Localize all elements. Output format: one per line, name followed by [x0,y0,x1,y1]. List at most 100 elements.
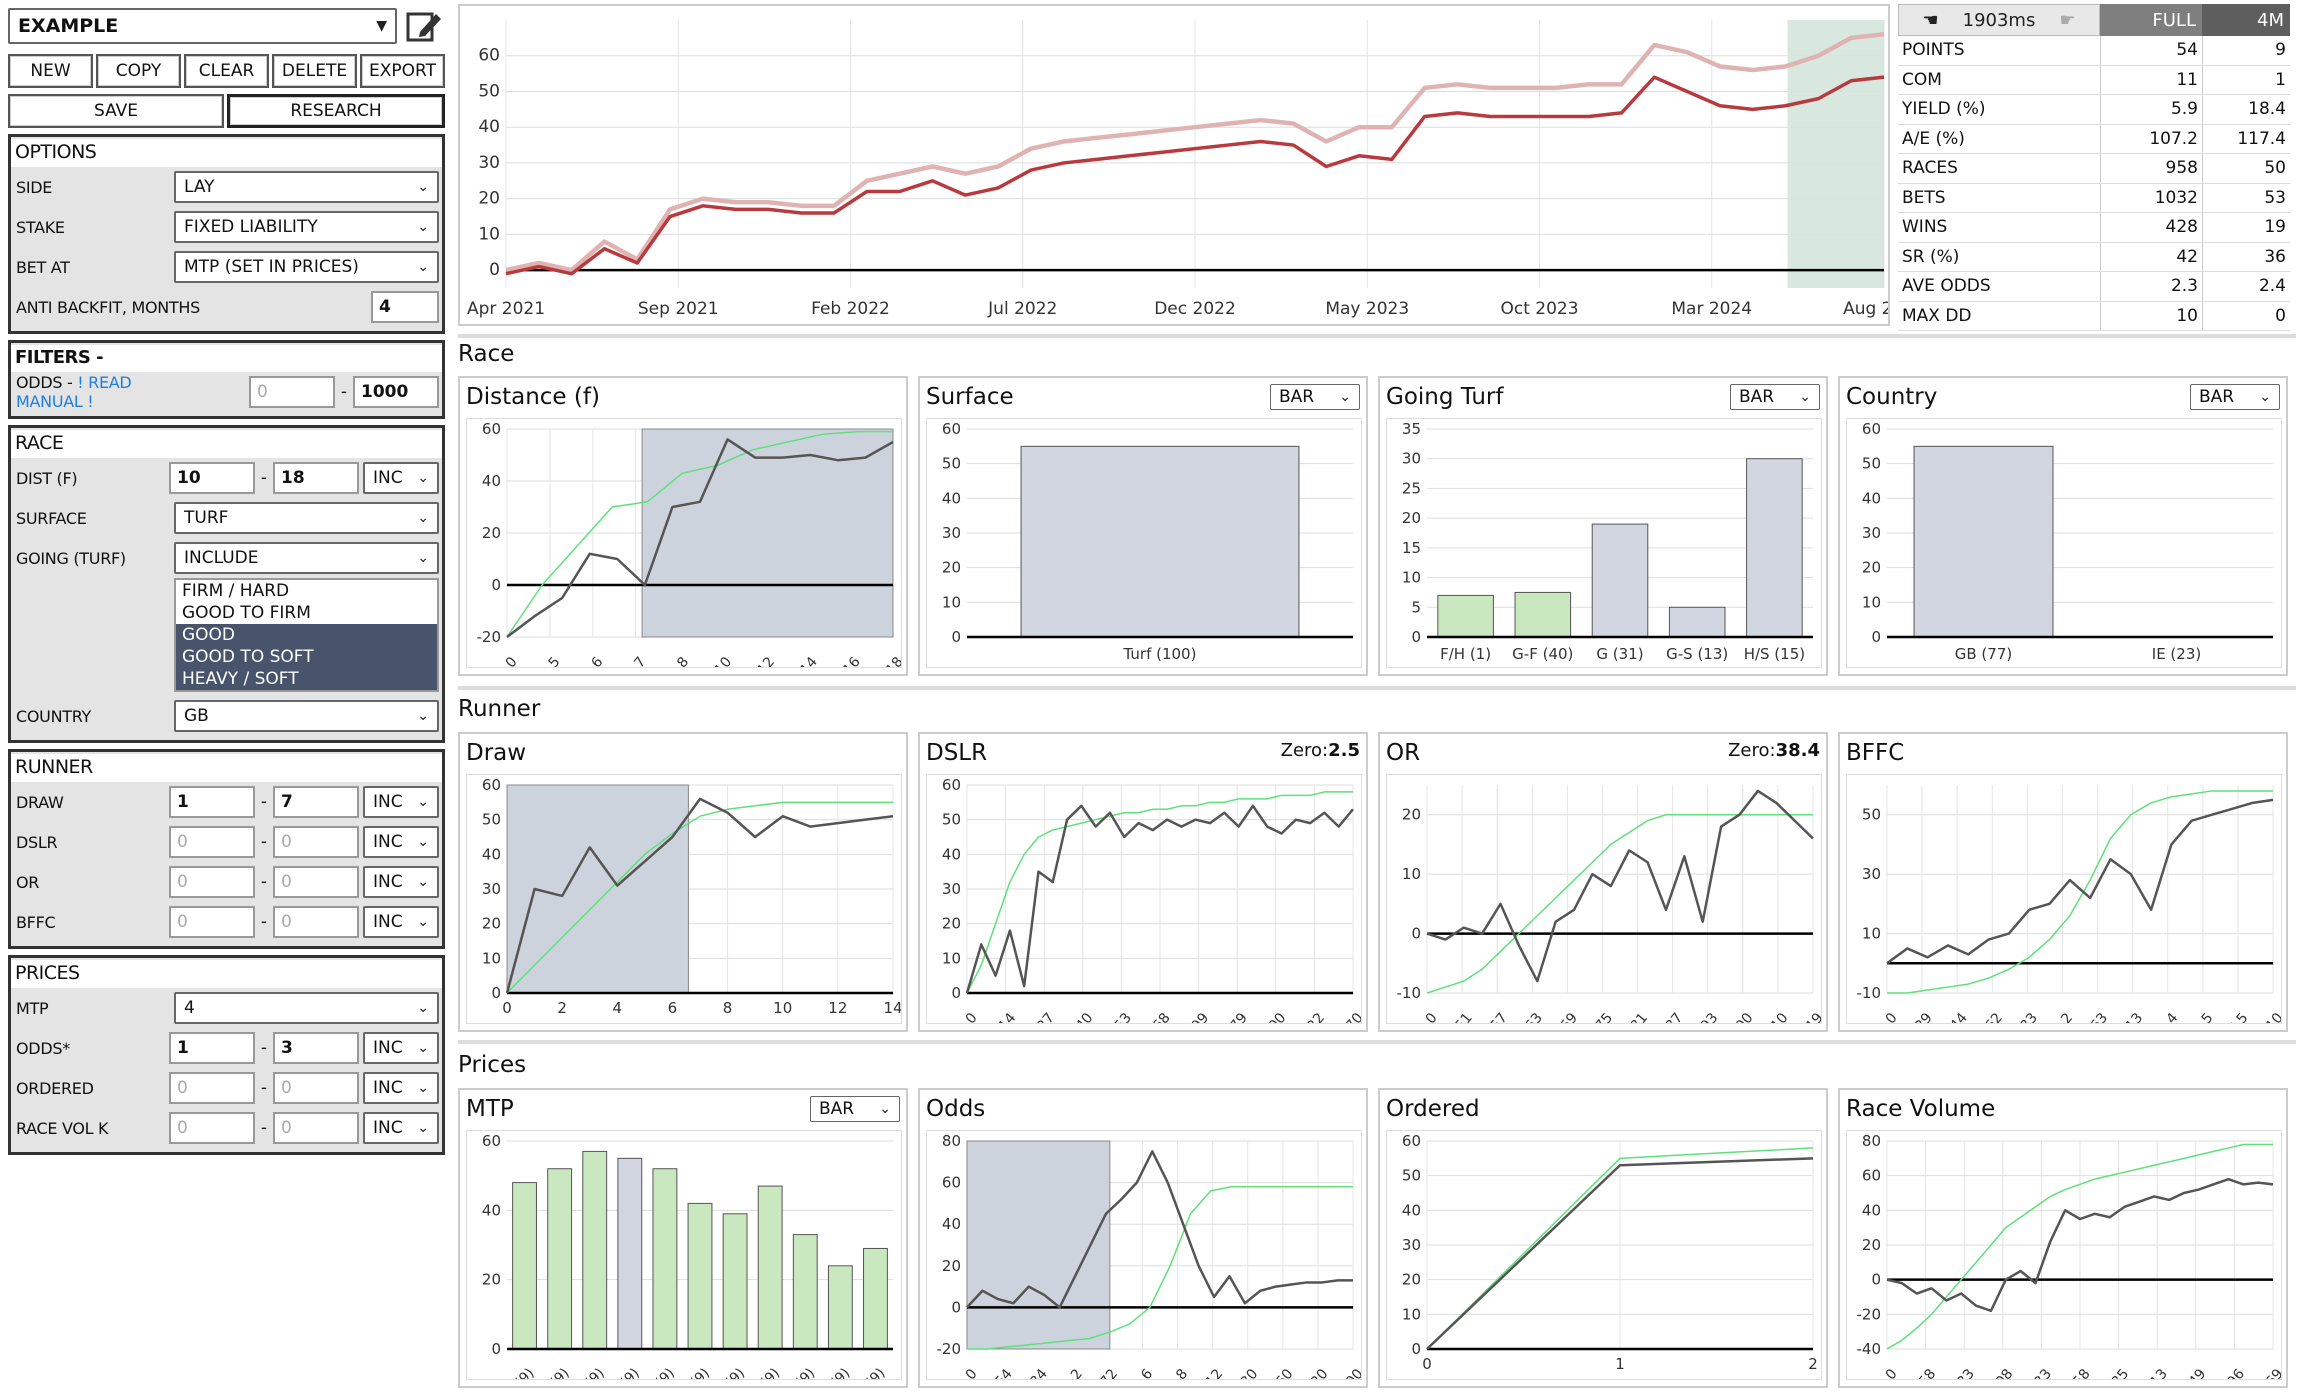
or-max-input[interactable]: 0 [273,866,359,898]
clear-button[interactable]: CLEAR [184,54,269,88]
racevol-panel: Race Volume -40 -20 0 20 40 60 80 0 58 83 108 133 158… [1838,1088,2288,1396]
mtp-chart-type-select[interactable]: BAR ⌄ [810,1096,900,1122]
x-tick-label: 4 [2163,1010,2181,1023]
bffc-max-input[interactable]: 0 [273,906,359,938]
pointer-icon[interactable]: ☚ [1922,9,1939,31]
going-option[interactable]: GOOD TO SOFT [176,646,437,668]
chart-type-value: BAR [1279,387,1315,407]
going-option[interactable]: GOOD TO FIRM [182,603,311,623]
panel-title: BFFC [1846,740,1905,766]
series-line [1887,790,2273,994]
y-tick-label: 30 [1862,524,1881,542]
odds-filter-text: ODDS - [16,373,73,392]
draw-min-input[interactable]: 1 [169,786,255,818]
betat-select[interactable]: MTP (SET IN PRICES) ⌄ [174,251,439,283]
country-select[interactable]: GB ⌄ [174,700,439,732]
antibackfit-input[interactable]: 4 [371,291,439,323]
stat-4m: 19 [2202,213,2290,242]
going-chart-type-select[interactable]: BAR ⌄ [1730,384,1820,410]
y-tick-label: 40 [942,489,961,507]
mtp-svg: 0 20 40 60 1 (9)2 (9)3 (9)4 (9)5 (9)10 (9)15… [482,1132,893,1396]
new-button[interactable]: NEW [8,54,93,88]
ordered-mode-select[interactable]: INC ⌄ [363,1072,439,1104]
bffc-min-input[interactable]: 0 [169,906,255,938]
odds-mode-select[interactable]: INC ⌄ [363,1032,439,1064]
dslr-min-input[interactable]: 0 [169,826,255,858]
ordered-min-input[interactable]: 0 [169,1072,255,1104]
going-option[interactable]: HEAVY / SOFT [176,668,437,690]
research-button[interactable]: RESEARCH [227,94,445,128]
x-tick-label: 75 [1592,1010,1616,1023]
dist-mode-select[interactable]: INC ⌄ [363,462,439,494]
stats-col-4m[interactable]: 4M [2202,4,2290,36]
panel-title: Race Volume [1846,1096,1996,1122]
x-tick-label: 1.62 [1974,1010,2006,1023]
y-tick-label: 40 [482,1201,501,1219]
y-tick-label: 40 [482,472,501,490]
race-vol-k-max-input[interactable]: 0 [273,1112,359,1144]
stat-4m: 50 [2202,154,2290,183]
going-svg: 0 5 10 15 20 25 30 35 F/H (1) G-F (40) G (31) G-S (… [1402,420,1813,663]
draw-mode-select[interactable]: INC ⌄ [363,786,439,818]
stat-4m: 53 [2202,183,2290,212]
dslr-mode-select[interactable]: INC ⌄ [363,826,439,858]
toolbar-row-2: SAVE RESEARCH [8,94,445,128]
x-tick-label: Aug 2024 [1843,299,1888,319]
y-tick-label: 0 [951,628,961,646]
dslr-svg: 0 10 20 30 40 50 60 0 14 27 40 53 68 99 179 200 222 270 [942,776,1367,1041]
panel-title: Odds [926,1096,986,1122]
dist-max-input[interactable]: 18 [273,462,359,494]
draw-max-input[interactable]: 7 [273,786,359,818]
going-mode-select[interactable]: INCLUDE ⌄ [174,542,439,574]
race-vol-k-mode-select[interactable]: INC ⌄ [363,1112,439,1144]
stat-key: BETS [1902,187,1946,208]
odds-min-input[interactable]: 1 [169,1032,255,1064]
dist-min-input[interactable]: 10 [169,462,255,494]
copy-button[interactable]: COPY [96,54,181,88]
stats-col-full[interactable]: FULL [2152,9,2196,31]
range-dash: - [260,792,268,812]
surface-select[interactable]: TURF ⌄ [174,502,439,534]
going-option[interactable]: GOOD [176,624,437,646]
mtp-select[interactable]: 4 ⌄ [174,992,439,1024]
x-tick-label: Apr 2021 [467,299,545,319]
surface-chart-type-select[interactable]: BAR ⌄ [1270,384,1360,410]
stake-label: STAKE [16,217,65,237]
save-button[interactable]: SAVE [8,94,224,128]
y-tick-label: 0 [1871,628,1881,646]
going-option[interactable]: FIRM / HARD [182,581,290,601]
odds-max-input[interactable]: 3 [273,1032,359,1064]
stats-table: ☚ 1903ms ☛ FULL 4M POINTS 54 9 COM 11 1 YIELD (%… [1898,4,2290,331]
or-mode-select[interactable]: INC ⌄ [363,866,439,898]
prices-section: PRICES MTP 4 ⌄ ODDS* 1 - 3 INC ⌄ ORDERED 0 … [8,955,445,1155]
series-line [965,804,1354,994]
or-plot: -100102005157636975818793100110119 [1386,774,1827,1041]
strategy-select[interactable]: EXAMPLE ▼ [8,8,397,44]
x-tick-label: G (31) [1596,645,1643,663]
odds-filter-min[interactable]: 0 [249,376,335,408]
x-tick-label: 200 [1260,1010,1289,1023]
odds-filter-max[interactable]: 1000 [353,376,439,408]
odds-row: ODDS* 1 - 3 INC ⌄ [11,1028,442,1068]
stats-row: POINTS 54 9 [1898,36,2290,66]
delete-button[interactable]: DELETE [272,54,357,88]
country-chart-type-select[interactable]: BAR ⌄ [2190,384,2280,410]
read-manual-link[interactable]: ! READ MANUAL ! [16,373,132,411]
ordered-max-input[interactable]: 0 [273,1072,359,1104]
stake-select[interactable]: FIXED LIABILITY ⌄ [174,211,439,243]
or-min-input[interactable]: 0 [169,866,255,898]
edit-icon[interactable] [405,7,445,45]
going-listbox[interactable]: FIRM / HARD GOOD TO FIRM GOOD GOOD TO SO… [174,578,439,692]
ordered-panel: Ordered 0 10 20 30 40 50 60 0 1 2 [1378,1088,1828,1388]
x-tick-label: Feb 2022 [811,299,890,319]
country-label: COUNTRY [16,706,91,726]
bffc-mode-select[interactable]: INC ⌄ [363,906,439,938]
series-line [966,1150,1353,1309]
race-vol-k-min-input[interactable]: 0 [169,1112,255,1144]
x-tick-label: 40 [1073,1010,1097,1023]
x-tick-label: 2 (9) [538,1365,573,1379]
side-select[interactable]: LAY ⌄ [174,171,439,203]
export-button[interactable]: EXPORT [360,54,445,88]
selection-highlight [966,1140,1111,1350]
dslr-max-input[interactable]: 0 [273,826,359,858]
